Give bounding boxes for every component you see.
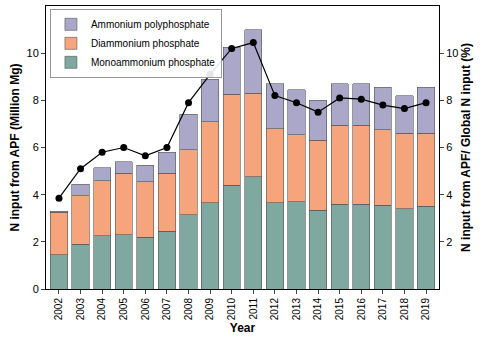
svg-text:8: 8 (446, 94, 452, 106)
svg-text:10: 10 (27, 47, 39, 59)
svg-text:Diammonium phosphate: Diammonium phosphate (91, 38, 200, 49)
svg-text:4: 4 (446, 189, 452, 201)
svg-text:2006: 2006 (140, 298, 151, 321)
svg-text:10: 10 (446, 47, 458, 59)
svg-text:2015: 2015 (334, 298, 345, 321)
svg-text:2005: 2005 (118, 298, 129, 321)
svg-text:Monoammonium phosphate: Monoammonium phosphate (91, 57, 215, 68)
svg-text:Ammonium polyphosphate: Ammonium polyphosphate (91, 19, 210, 30)
svg-text:2014: 2014 (312, 298, 323, 321)
svg-text:2: 2 (446, 236, 452, 248)
svg-text:6: 6 (33, 141, 39, 153)
svg-text:N input from APF (Million Mg): N input from APF (Million Mg) (8, 63, 22, 231)
svg-text:N input from APF/ Global N inp: N input from APF/ Global N input (%) (459, 43, 473, 252)
svg-text:2011: 2011 (248, 298, 259, 320)
svg-text:2013: 2013 (291, 298, 302, 321)
svg-text:6: 6 (446, 141, 452, 153)
svg-text:2019: 2019 (420, 298, 431, 321)
svg-text:2018: 2018 (399, 298, 410, 321)
svg-text:2: 2 (33, 236, 39, 248)
svg-text:2002: 2002 (53, 298, 64, 321)
svg-text:2016: 2016 (356, 298, 367, 321)
svg-text:2007: 2007 (161, 298, 172, 321)
svg-text:4: 4 (33, 189, 39, 201)
svg-text:2004: 2004 (96, 298, 107, 321)
svg-text:2010: 2010 (226, 298, 237, 321)
svg-text:Year: Year (230, 321, 256, 335)
svg-text:2009: 2009 (204, 298, 215, 321)
svg-text:2003: 2003 (75, 298, 86, 321)
svg-text:2012: 2012 (269, 298, 280, 321)
svg-text:2008: 2008 (183, 298, 194, 321)
svg-text:8: 8 (33, 94, 39, 106)
svg-text:2017: 2017 (377, 298, 388, 321)
svg-text:0: 0 (33, 283, 39, 295)
